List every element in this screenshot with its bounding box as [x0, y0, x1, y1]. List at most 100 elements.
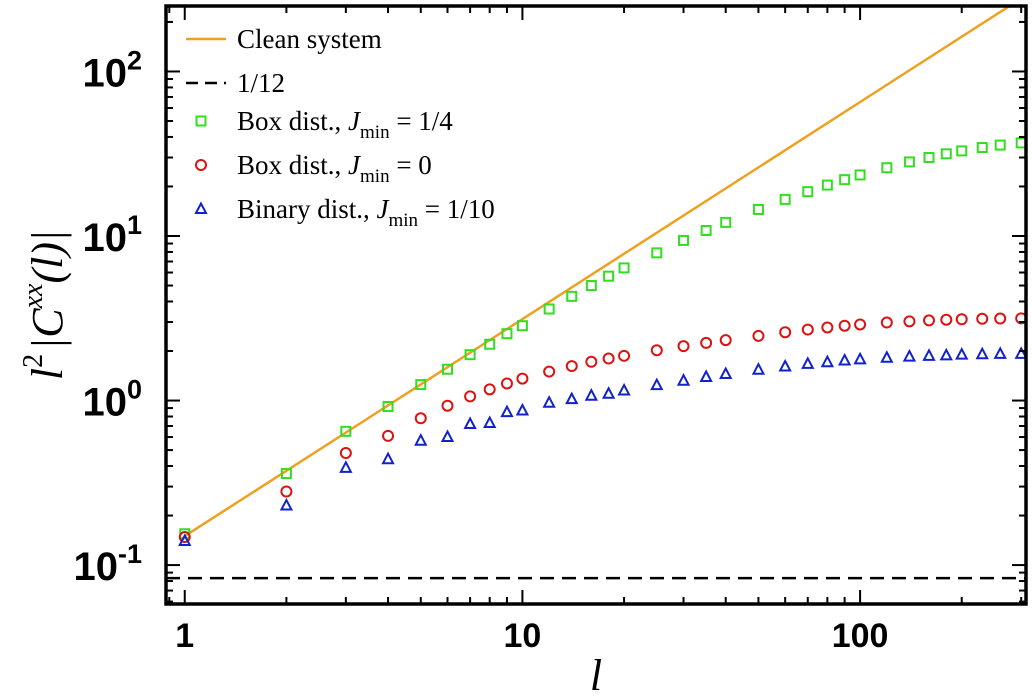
x-tick-label: 10 [504, 617, 542, 655]
data-point-triangle [542, 395, 556, 408]
data-point-square [940, 148, 952, 160]
data-point-triangle [414, 433, 428, 446]
data-point-square [923, 152, 935, 164]
data-point-triangle [584, 388, 598, 401]
data-point-triangle [778, 358, 792, 372]
data-point-triangle [676, 373, 691, 386]
data-point-circle [543, 365, 556, 378]
data-point-square [442, 363, 454, 375]
data-point-square [700, 225, 712, 237]
data-point-circle [923, 314, 936, 327]
data-point-square [854, 169, 866, 181]
data-point-square [382, 401, 394, 413]
data-point-triangle [902, 348, 917, 362]
data-point-square [779, 193, 791, 205]
data-point-circle [955, 313, 968, 326]
data-point-triangle [440, 429, 455, 443]
legend-label: Clean system [237, 24, 382, 54]
data-point-triangle [801, 356, 815, 369]
legend-label: Box dist., Jmin = 0 [237, 150, 432, 187]
legend-label: 1/12 [237, 68, 285, 98]
series-2 [179, 137, 1026, 540]
data-point-triangle [751, 362, 766, 375]
data-point-triangle [837, 352, 852, 366]
x-tick-label: 1 [175, 617, 194, 655]
data-point-square [976, 142, 988, 154]
data-point-circle [585, 355, 598, 368]
data-point-square [994, 139, 1006, 151]
data-point-circle [838, 319, 851, 332]
data-point-square [618, 262, 630, 274]
data-point-circle [516, 372, 529, 385]
data-point-square [501, 328, 513, 340]
data-point-square [881, 162, 893, 174]
data-point-triangle [820, 354, 835, 368]
data-point-triangle [601, 386, 616, 399]
data-point-triangle [483, 415, 497, 429]
data-point-triangle [719, 366, 733, 379]
legend-marker-swatch [194, 201, 208, 214]
legend-marker-swatch [195, 115, 207, 127]
data-point-triangle [939, 347, 953, 361]
series-layer [166, 6, 1026, 580]
data-point-circle [779, 326, 792, 339]
data-point-circle [602, 352, 615, 365]
data-point-circle [1015, 312, 1026, 325]
data-point-triangle [279, 497, 294, 511]
data-point-triangle [463, 416, 477, 430]
series-0 [184, 6, 1012, 538]
data-point-square [802, 186, 814, 198]
data-point-circle [719, 334, 732, 347]
y-label-abs-c: |C [23, 308, 72, 350]
data-point-circle [618, 349, 631, 362]
data-point-square [956, 145, 968, 157]
legend-label: Box dist., Jmin = 1/4 [237, 106, 453, 143]
data-point-square [585, 280, 597, 292]
data-point-circle [940, 313, 953, 326]
legend-label: Binary dist., Jmin = 1/10 [237, 194, 495, 231]
y-tick-label: 101 [82, 210, 142, 260]
data-point-triangle [955, 347, 969, 360]
data-point-triangle [922, 348, 936, 361]
series-line-0 [184, 6, 1012, 538]
data-point-circle [339, 446, 352, 459]
legend-marker-swatch [195, 159, 207, 171]
data-point-square [280, 468, 292, 480]
data-point-square [484, 338, 496, 350]
data-point-circle [280, 485, 293, 498]
data-point-circle [700, 336, 713, 349]
legend-item: Box dist., Jmin = 1/4 [195, 106, 453, 143]
series-4 [178, 346, 1026, 547]
data-point-square [543, 303, 555, 315]
data-point-triangle [500, 404, 514, 418]
data-point-square [340, 425, 352, 437]
data-point-circle [382, 429, 395, 442]
data-point-square [516, 320, 528, 332]
x-axis-label: l [590, 651, 602, 698]
y-label-l: l [23, 368, 72, 380]
data-point-triangle [993, 346, 1007, 359]
axis-ticks [166, 6, 1026, 604]
data-point-square [678, 234, 690, 246]
data-point-square [903, 156, 915, 168]
data-point-circle [994, 312, 1007, 325]
data-point-square [566, 290, 578, 302]
data-point-square [415, 379, 427, 391]
data-point-square [821, 179, 833, 191]
data-point-circle [752, 329, 765, 342]
data-point-circle [880, 316, 893, 329]
y-label-arg: (l)| [23, 230, 72, 284]
data-point-triangle [339, 460, 353, 473]
legend-item: Clean system [186, 24, 382, 54]
plot-frame [164, 4, 1028, 606]
data-point-circle [414, 412, 427, 425]
data-point-triangle [565, 391, 579, 405]
legend-item: 1/12 [186, 68, 285, 98]
data-point-triangle [975, 346, 989, 360]
data-point-triangle [515, 402, 530, 416]
tick-labels: 1 10 100 10-1 100 101 102 [73, 45, 888, 655]
data-point-square [464, 349, 476, 361]
data-point-circle [565, 360, 578, 373]
data-point-circle [500, 377, 513, 390]
